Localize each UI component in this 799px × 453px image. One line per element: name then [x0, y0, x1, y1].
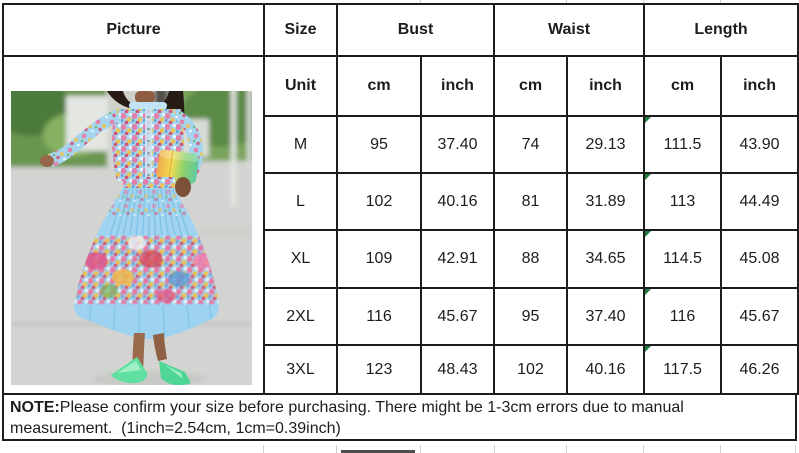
- size-row-2xl: 2XL 116 45.67 95 37.40 116 45.67: [3, 287, 799, 346]
- unit-label-cell: Unit: [263, 55, 338, 117]
- gridline-tick: [263, 445, 264, 453]
- bust-cm-cell: 123: [336, 344, 422, 395]
- waist-cm-cell: 74: [493, 115, 568, 174]
- note-line-1: Please confirm your size before purchasi…: [59, 399, 684, 416]
- size-cell: 3XL: [263, 344, 338, 395]
- length-cm-cell: 116: [643, 287, 723, 346]
- gridline-tick: [720, 0, 721, 3]
- unit-row: Unit cm inch cm inch cm inch: [2, 55, 799, 395]
- size-cell: XL: [263, 229, 338, 289]
- gridline-tick: [795, 445, 796, 453]
- col-header-waist: Waist: [492, 3, 646, 57]
- size-row-3xl: 3XL 123 48.43 102 40.16 117.5 46.26: [3, 344, 799, 395]
- note-line-2: measurement. (1inch=2.54cm, 1cm=0.39inch…: [10, 420, 341, 437]
- gridline-tick: [643, 445, 644, 453]
- bust-inch-cell: 45.67: [420, 287, 495, 346]
- bust-cm-cell: 109: [336, 229, 422, 289]
- excel-error-indicator-icon: [646, 118, 652, 123]
- note-label: NOTE:: [10, 399, 60, 416]
- length-cm-header: cm: [643, 55, 723, 117]
- size-cell: 2XL: [263, 287, 338, 346]
- length-cm-cell: 117.5: [643, 344, 723, 395]
- waist-cm-cell: 95: [493, 287, 568, 346]
- size-cell: L: [263, 172, 338, 231]
- gridline-tick: [420, 445, 421, 453]
- waist-cm-cell: 81: [493, 172, 568, 231]
- gridline-tick: [643, 0, 644, 3]
- bust-cm-cell: 102: [336, 172, 422, 231]
- size-row-m: M 95 37.40 74 29.13 111.5 43.90: [3, 115, 799, 174]
- excel-error-indicator-icon: [646, 347, 652, 352]
- product-photo: [11, 90, 252, 385]
- size-chart-table: Picture Size Bust Waist Length: [2, 3, 799, 395]
- excel-error-indicator-icon: [646, 175, 652, 180]
- col-header-size: Size: [263, 3, 338, 57]
- gridline-tick: [566, 445, 567, 453]
- photo-shoes: [111, 356, 191, 385]
- product-photo-illustration: [11, 90, 252, 385]
- col-header-bust: Bust: [336, 3, 495, 57]
- bust-inch-cell: 48.43: [420, 344, 495, 395]
- waist-inch-cell: 37.40: [565, 287, 646, 346]
- length-inch-header: inch: [720, 55, 799, 117]
- length-inch-cell: 43.90: [720, 115, 799, 174]
- size-cell: M: [263, 115, 338, 174]
- waist-cm-cell: 102: [493, 344, 568, 395]
- note-box: NOTE:Please confirm your size before pur…: [2, 393, 797, 441]
- gridline-tick: [494, 445, 495, 453]
- col-header-picture: Picture: [2, 3, 265, 57]
- gridline-tick: [566, 0, 567, 3]
- header-row: Picture Size Bust Waist Length: [2, 3, 799, 57]
- gridline-tick: [720, 445, 721, 453]
- length-cm-cell: 111.5: [643, 115, 723, 174]
- waist-inch-cell: 40.16: [565, 344, 646, 395]
- waist-inch-cell: 34.65: [565, 229, 646, 289]
- bust-cm-header: cm: [336, 55, 422, 117]
- bust-inch-header: inch: [420, 55, 495, 117]
- product-photo-cell: [2, 55, 265, 395]
- col-header-length: Length: [643, 3, 799, 57]
- length-inch-cell: 44.49: [720, 172, 799, 231]
- waist-inch-cell: 31.89: [565, 172, 646, 231]
- waist-cm-header: cm: [493, 55, 568, 117]
- length-inch-cell: 45.08: [720, 229, 799, 289]
- waist-cm-cell: 88: [493, 229, 568, 289]
- length-cm-cell: 113: [643, 172, 723, 231]
- gridline-tick: [420, 0, 421, 3]
- excel-error-indicator-icon: [646, 290, 652, 295]
- bust-inch-cell: 42.91: [420, 229, 495, 289]
- bust-inch-cell: 40.16: [420, 172, 495, 231]
- length-inch-cell: 46.26: [720, 344, 799, 395]
- bust-cm-cell: 116: [336, 287, 422, 346]
- bust-inch-cell: 37.40: [420, 115, 495, 174]
- waist-inch-header: inch: [565, 55, 646, 117]
- bust-cm-cell: 95: [336, 115, 422, 174]
- gridline-tick: [336, 445, 337, 453]
- size-row-l: L 102 40.16 81 31.89 113 44.49: [3, 172, 799, 231]
- length-cm-cell: 114.5: [643, 229, 723, 289]
- length-inch-cell: 45.67: [720, 287, 799, 346]
- excel-error-indicator-icon: [646, 232, 652, 237]
- photo-clutch: [156, 149, 200, 184]
- cell-border-fragment: [341, 450, 415, 453]
- size-row-xl: XL 109 42.91 88 34.65 114.5 45.08: [3, 229, 799, 289]
- waist-inch-cell: 29.13: [565, 115, 646, 174]
